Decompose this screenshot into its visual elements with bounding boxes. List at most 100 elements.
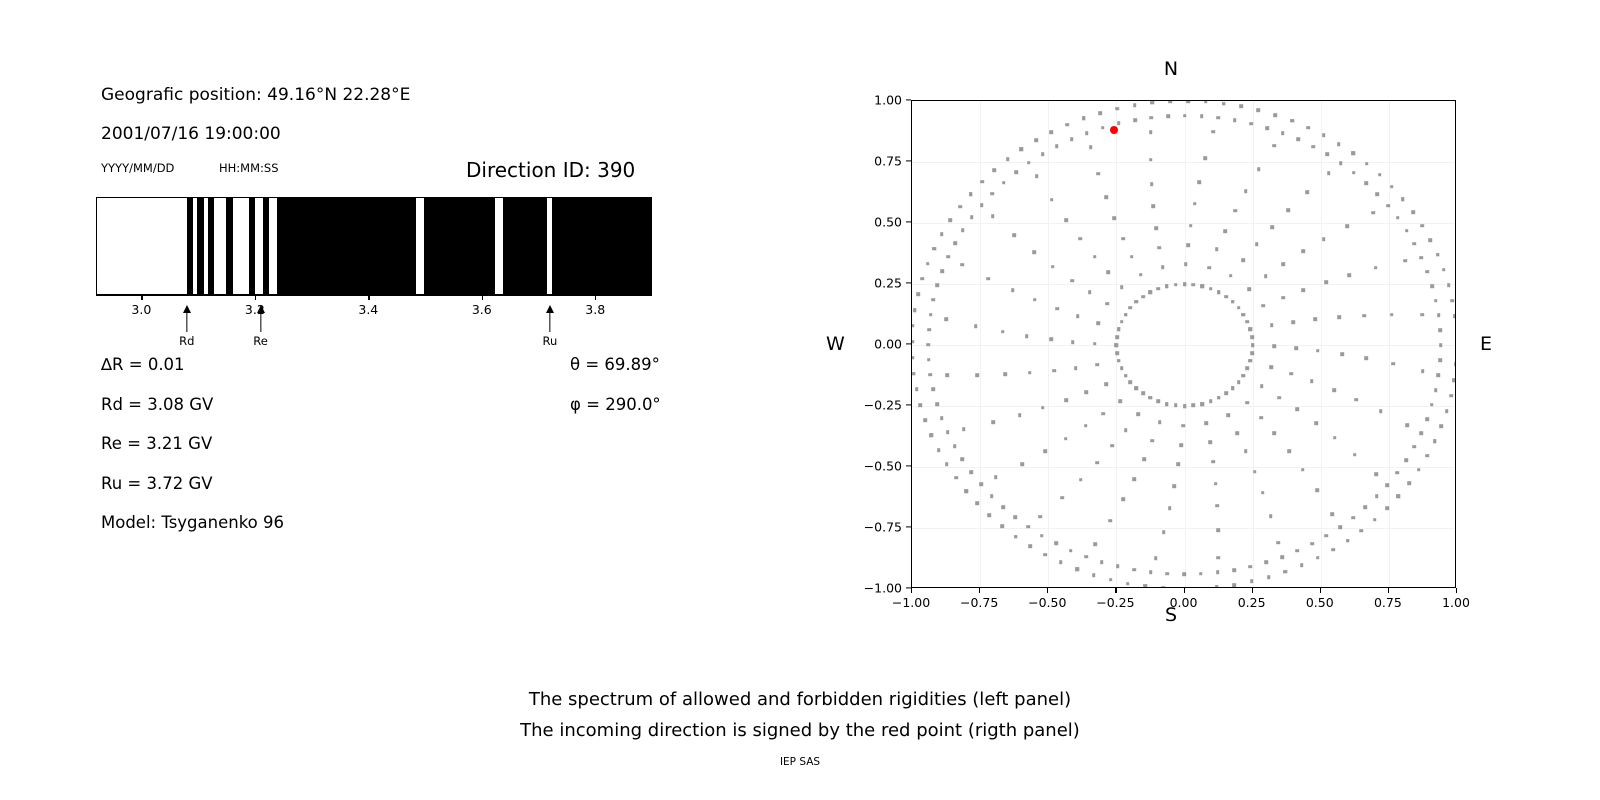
direction-dot [1326,171,1331,176]
y-axis-tick-label: −1.00 [863,580,902,596]
direction-dot [918,403,923,407]
direction-dot [1266,575,1271,579]
direction-dot [1385,506,1389,511]
x-axis-tick-label: 3.4 [358,302,379,317]
y-axis-tick-label: −0.75 [863,519,902,535]
direction-dot [1197,180,1201,184]
direction-dot [1010,288,1015,292]
direction-dot [944,462,949,467]
direction-dot [1052,368,1056,373]
direction-dot [1182,282,1187,286]
direction-dot [1199,114,1204,118]
direction-dot [1407,481,1411,485]
direction-dot [1412,444,1416,449]
horizontal-gridline [912,223,1455,224]
x-axis-tick-label: 3.6 [471,302,492,317]
direction-dot [1005,157,1010,162]
direction-dot [1391,361,1396,366]
rigidity-spectrum [96,197,652,295]
direction-dot [1321,237,1326,241]
direction-dot [928,312,933,317]
direction-dot [1049,337,1053,342]
direction-dot [1166,114,1170,118]
vertical-gridline [1048,101,1050,587]
direction-dot [960,457,965,462]
direction-dot [1261,304,1265,308]
forbidden-band [552,198,651,294]
direction-dot [1160,265,1165,269]
direction-dot [1416,467,1421,472]
direction-dot [1444,409,1449,414]
direction-dot [1449,393,1453,398]
direction-dot [1260,490,1265,495]
direction-dot [1168,101,1173,104]
direction-dot [1060,495,1064,500]
direction-dot [1314,421,1318,426]
direction-dot [1252,469,1257,474]
direction-dot [1157,245,1161,250]
direction-dot [991,214,995,218]
direction-dot [1098,111,1103,115]
y-axis-tick [906,160,911,162]
direction-dot [1106,270,1110,274]
direction-dot [1027,161,1031,165]
direction-dot [1054,541,1058,546]
direction-dot [1000,330,1005,334]
direction-dot [1289,372,1294,376]
direction-dot [1372,517,1377,522]
direction-dot [1300,563,1304,568]
direction-dot [1132,568,1136,572]
direction-dot [1216,290,1221,294]
direction-dot [1232,583,1236,587]
direction-dot [962,427,966,431]
x-axis-tick [595,295,597,300]
direction-dot [1338,161,1343,166]
direction-dot [1403,259,1407,263]
direction-dot [1118,399,1122,403]
direction-dot [1436,373,1441,378]
y-axis-tick [906,465,911,467]
rigidity-marker-label: Re [253,334,268,348]
direction-dot [1287,449,1291,453]
direction-dot [1332,436,1337,440]
incoming-direction-marker[interactable] [1109,126,1118,135]
direction-dot [1141,294,1145,299]
direction-dot [932,246,936,251]
x-axis-tick [141,295,143,300]
compass-west-label: W [826,333,845,355]
direction-dot [1359,528,1364,533]
direction-dot [940,269,944,273]
y-axis-tick-label: 0.50 [874,214,902,230]
direction-dot [1013,515,1018,519]
parameter-delta-r: ∆R = 0.01 [101,355,185,374]
direction-dot [945,430,950,435]
direction-dot [1115,106,1120,111]
direction-dot [1305,190,1309,195]
direction-dot [1214,585,1219,587]
direction-dot [1250,351,1254,355]
compass-south-label: S [1164,604,1178,626]
direction-dot [1165,284,1169,288]
direction-dot [1064,398,1068,402]
direction-dot [1092,254,1097,259]
direction-dot [1128,306,1133,310]
direction-dot [1455,346,1456,350]
direction-dot [1395,470,1400,475]
compass-north-label: N [1163,58,1179,80]
direction-dot [1020,462,1024,466]
x-axis-tick [1387,588,1390,593]
direction-dot [1149,130,1153,135]
forbidden-band [197,198,204,294]
direction-dot [1123,428,1128,432]
direction-dot [1269,323,1274,328]
direction-dot [1071,340,1075,344]
direction-dot [1315,488,1320,493]
direction-dot [1084,390,1088,395]
direction-dot [935,283,939,288]
direction-dot [1315,556,1320,560]
figure-caption: The spectrum of allowed and forbidden ri… [0,684,1600,746]
direction-dot [1184,262,1188,267]
direction-dot [1324,534,1329,538]
direction-dot [1250,335,1254,339]
x-axis-tick-label: 1.00 [1442,595,1470,610]
